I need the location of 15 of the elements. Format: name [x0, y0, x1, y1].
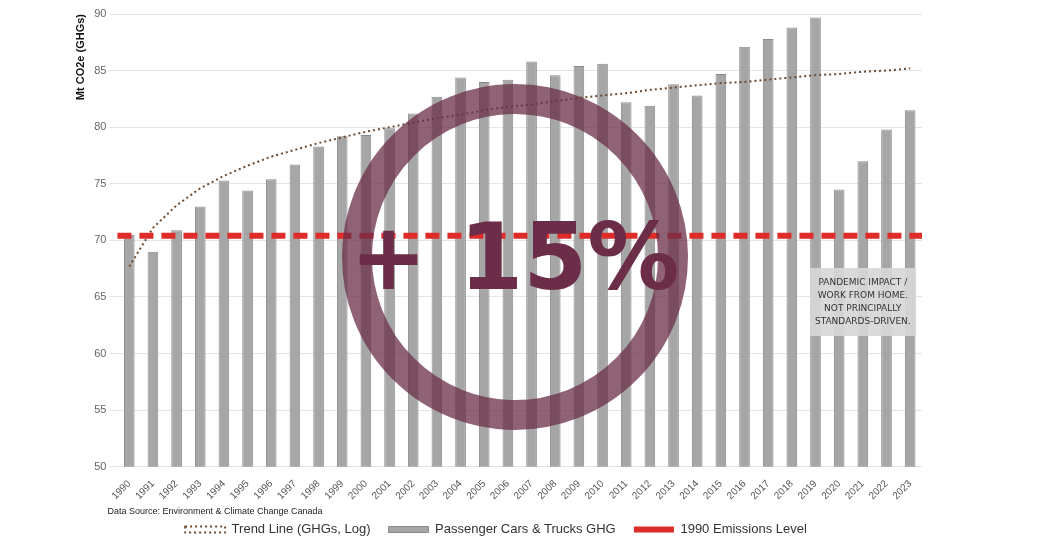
y-tick-label: 50: [94, 459, 107, 472]
legend-label: Passenger Cars & Trucks GHG: [435, 521, 616, 537]
y-tick-label: 55: [94, 403, 107, 416]
y-tick-label: 65: [94, 290, 107, 303]
y-tick-label: 85: [94, 63, 107, 76]
y-tick-label: 90: [94, 7, 107, 20]
legend-label: 1990 Emissions Level: [680, 521, 807, 537]
y-tick-label: 75: [94, 176, 107, 189]
legend-label: Trend Line (GHGs, Log): [231, 521, 371, 537]
y-tick-label: 80: [94, 120, 107, 133]
y-tick-label: 60: [94, 346, 107, 359]
annotation: PANDEMIC IMPACT / WORK FROM HOME. NOT PRINCIPALLY STANDARDS-DRIVEN.: [809, 268, 916, 337]
y-tick-label: 70: [94, 233, 107, 246]
source-note: Data Source: Environment & Climate Change Canada: [107, 506, 323, 516]
y-axis-title: Mt CO2e (GHGs): [73, 13, 86, 101]
